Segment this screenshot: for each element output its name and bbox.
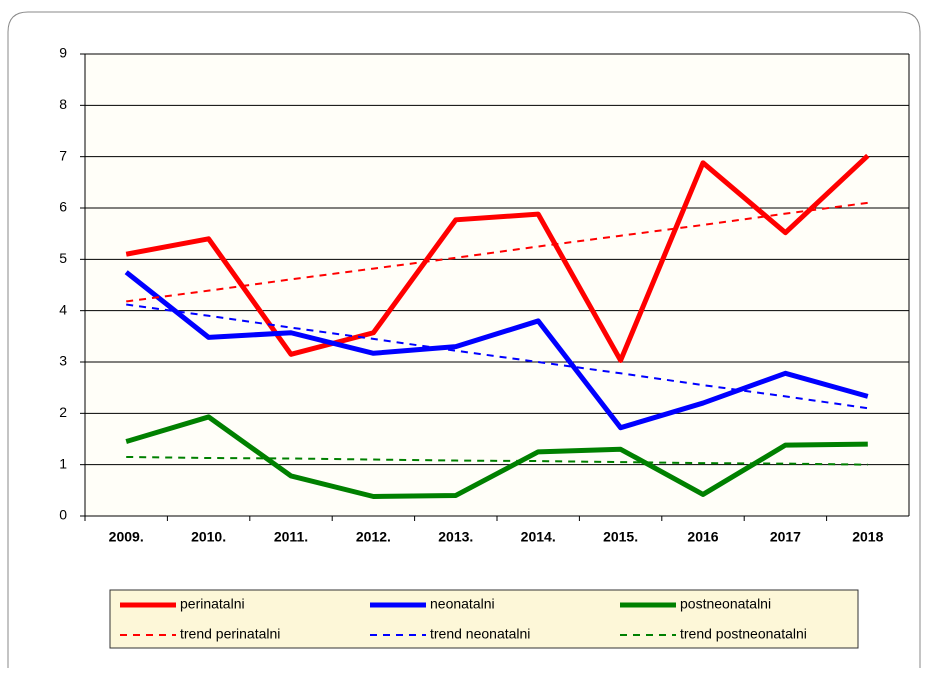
x-tick-label: 2015. xyxy=(603,529,638,545)
x-tick-label: 2010. xyxy=(191,529,226,545)
y-tick-label: 1 xyxy=(59,455,67,471)
x-tick-label: 2011. xyxy=(274,529,308,545)
legend-label: perinatalni xyxy=(180,596,245,612)
y-tick-label: 6 xyxy=(59,199,67,215)
legend-label: neonatalni xyxy=(430,596,495,612)
x-tick-label: 2018 xyxy=(852,529,883,545)
y-tick-label: 5 xyxy=(59,250,67,266)
legend-label: trend perinatalni xyxy=(180,626,280,642)
y-tick-label: 7 xyxy=(59,147,67,163)
legend-label: trend neonatalni xyxy=(430,626,530,642)
y-tick-label: 3 xyxy=(59,353,67,369)
y-tick-label: 0 xyxy=(59,507,67,523)
y-tick-label: 9 xyxy=(59,45,67,61)
y-tick-label: 8 xyxy=(59,96,67,112)
y-tick-label: 2 xyxy=(59,404,67,420)
y-tick-label: 4 xyxy=(59,301,67,317)
x-tick-label: 2014. xyxy=(521,529,556,545)
x-tick-label: 2012. xyxy=(356,529,391,545)
legend-label: postneonatalni xyxy=(680,596,771,612)
x-tick-label: 2013. xyxy=(438,529,473,545)
x-tick-label: 2016 xyxy=(687,529,718,545)
chart: 0 1 2 3 4 5 6 7 8 9 2009. 2010. 2011. 2012. 2013. 2014.… xyxy=(0,0,929,668)
x-tick-label: 2017 xyxy=(770,529,801,545)
legend-label: trend postneonatalni xyxy=(680,626,807,642)
x-tick-label: 2009. xyxy=(109,529,144,545)
page: {"chart_data": {"type": "line", "categor… xyxy=(0,0,929,673)
